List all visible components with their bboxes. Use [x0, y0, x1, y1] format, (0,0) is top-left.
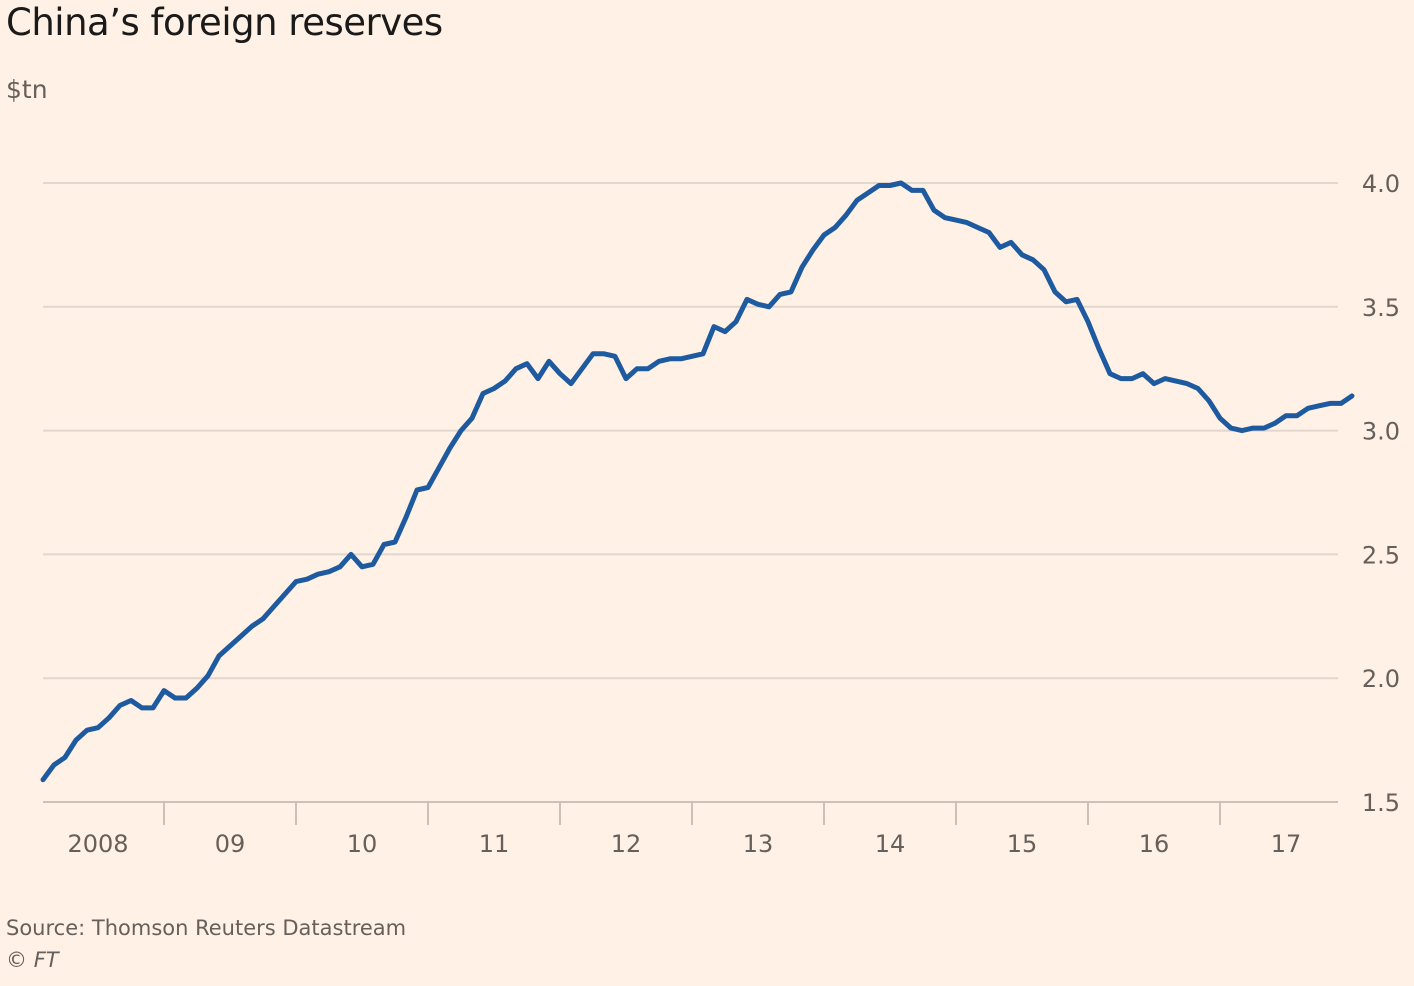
chart-subtitle-units: $tn — [6, 75, 48, 104]
gridlines — [43, 182, 1338, 803]
ft-brand: FT — [33, 948, 59, 972]
y-tick-label: 1.5 — [1362, 789, 1400, 817]
x-tick-label: 11 — [479, 830, 510, 858]
source-note: Source: Thomson Reuters Datastream — [6, 916, 407, 940]
y-tick-label: 2.5 — [1362, 541, 1400, 569]
x-tick-label: 10 — [347, 830, 378, 858]
copyright-note: © FT — [6, 946, 59, 974]
y-tick-label: 4.0 — [1362, 170, 1400, 198]
x-tick-label: 09 — [215, 830, 246, 858]
y-tick-label: 3.5 — [1362, 294, 1400, 322]
y-tick-label: 3.0 — [1362, 418, 1400, 446]
copyright-symbol: © — [6, 948, 27, 972]
x-tick-label: 13 — [743, 830, 774, 858]
x-tick-label: 16 — [1139, 830, 1170, 858]
y-axis: 1.5 2.0 2.5 3.0 3.5 4.0 — [1362, 170, 1400, 817]
x-axis: 2008 09 10 11 12 13 14 15 16 17 — [67, 802, 1301, 858]
series-line — [40, 180, 1355, 783]
x-tick-label: 2008 — [67, 830, 128, 858]
x-tick-label: 17 — [1271, 830, 1302, 858]
series-group — [40, 180, 1355, 783]
x-tick-label: 14 — [875, 830, 906, 858]
chart-title: China’s foreign reserves — [6, 1, 443, 44]
y-tick-label: 2.0 — [1362, 665, 1400, 693]
x-tick-label: 12 — [611, 830, 642, 858]
x-tick-label: 15 — [1007, 830, 1038, 858]
